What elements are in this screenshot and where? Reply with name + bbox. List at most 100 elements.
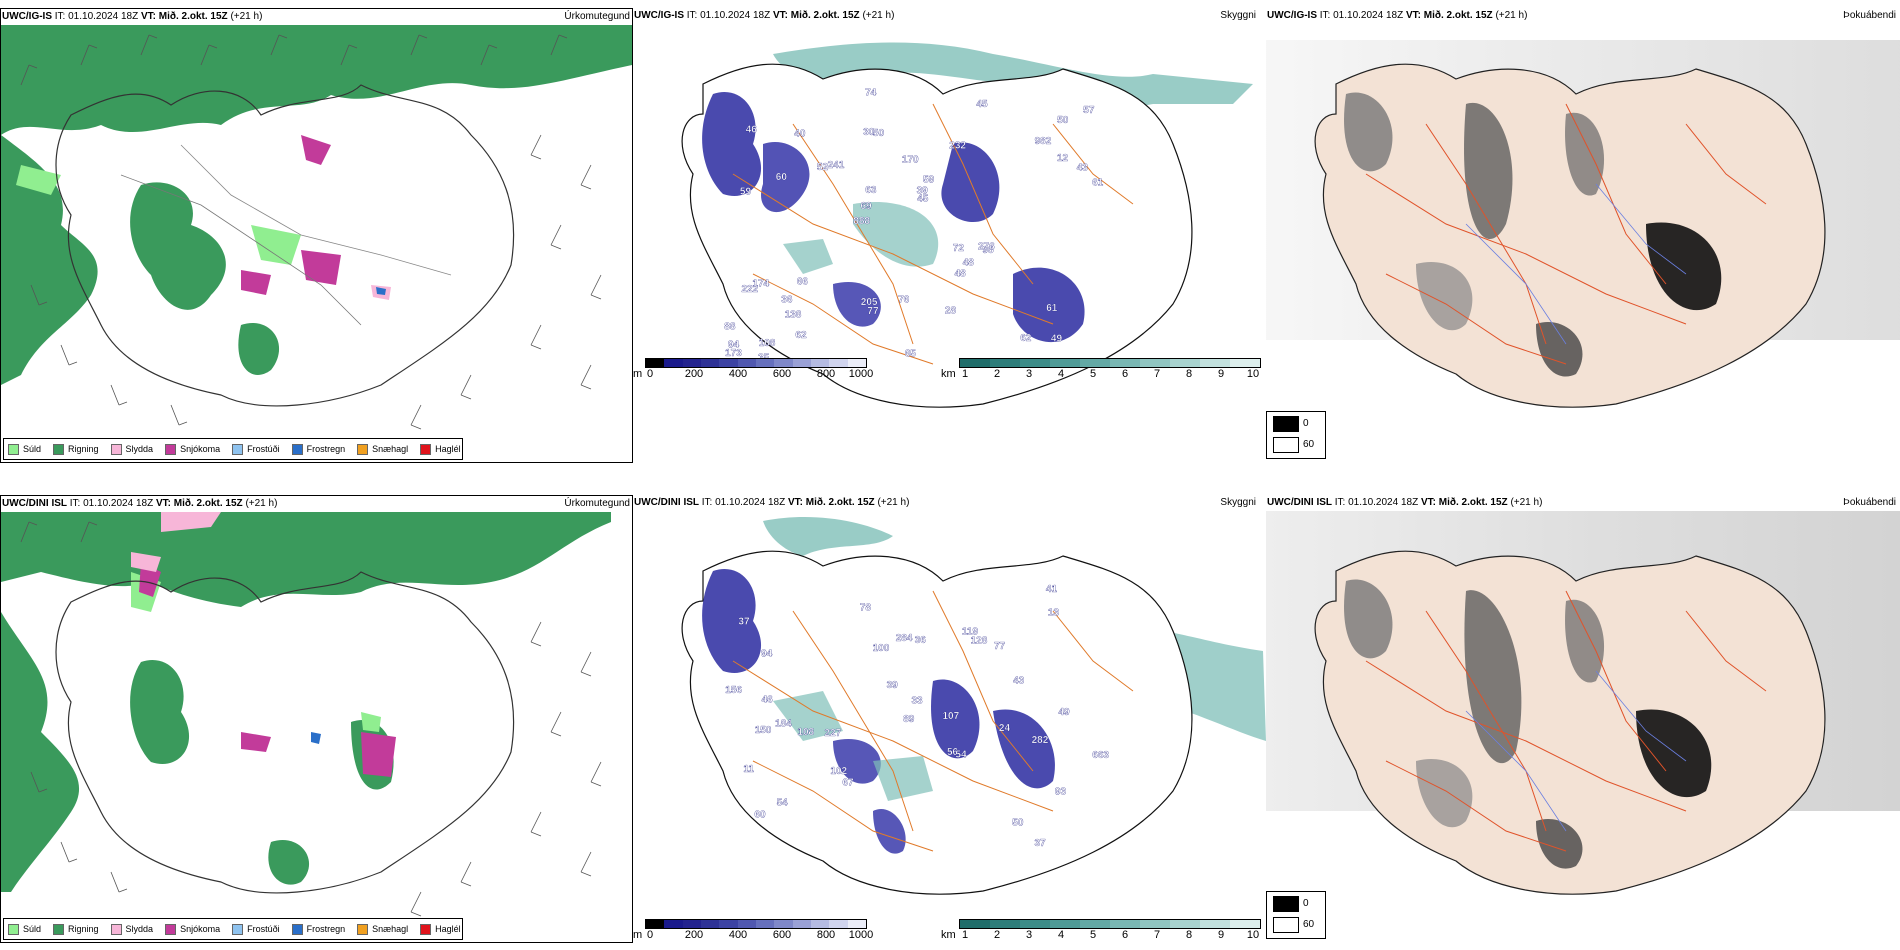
colorbar-segment xyxy=(1170,920,1200,928)
model-name: UWC/IG-IS xyxy=(634,10,684,21)
cloud-base-label: 41 xyxy=(1046,584,1058,595)
legend-label: Frostúði xyxy=(247,444,280,454)
legend-label: Súld xyxy=(23,444,41,454)
cloud-base-label: 222 xyxy=(742,284,759,295)
colorbar-segment xyxy=(1140,359,1170,367)
panel-header: UWC/DINI ISL IT: 01.10.2024 18Z VT: Mið.… xyxy=(1266,495,1900,511)
cloud-base-label: 102 xyxy=(830,766,847,777)
legend-swatch xyxy=(8,924,19,935)
colorbar-tick: 1000 xyxy=(849,929,873,941)
legend-swatch xyxy=(357,924,368,935)
colorbar-tick: 1000 xyxy=(849,368,873,380)
legend-item: Haglél xyxy=(420,444,461,455)
init-time: 01.10.2024 18Z xyxy=(715,497,785,508)
cloud-base-label: 108 xyxy=(797,727,814,738)
cloud-base-label: 241 xyxy=(828,160,845,171)
legend-swatch xyxy=(420,924,431,935)
cloud-base-label: 888 xyxy=(853,216,870,227)
parameter-name: Skyggni xyxy=(1220,8,1256,24)
cloud-base-label: 48 xyxy=(963,257,975,268)
legend-item: Frostregn xyxy=(292,924,346,935)
legend-item: Súld xyxy=(8,924,41,935)
model-name: UWC/DINI ISL xyxy=(634,497,699,508)
colorbar-segment xyxy=(829,359,847,367)
it-label: IT: xyxy=(687,10,698,21)
vt-label: VT: xyxy=(1421,497,1436,508)
cloud-base-label: 74 xyxy=(865,87,877,98)
colorbar-strip xyxy=(959,358,1261,368)
colorbar-segment xyxy=(701,920,719,928)
colorbar-tick: 600 xyxy=(773,368,791,380)
cloud-base-label: 61 xyxy=(1046,303,1058,314)
lead-time: (+21 h) xyxy=(862,10,894,21)
cloud-base-label: 43 xyxy=(1077,163,1089,174)
colorbar-tick: 6 xyxy=(1122,929,1128,941)
colorbar-segment xyxy=(1020,359,1050,367)
colorbar-segment xyxy=(811,359,829,367)
colorbar-segment xyxy=(1230,920,1260,928)
lead-time: (+21 h) xyxy=(1510,497,1542,508)
colorbar-tick: 2 xyxy=(994,368,1000,380)
colorbar-segment xyxy=(1110,359,1140,367)
precip-map xyxy=(1,25,632,439)
colorbar-segment xyxy=(646,920,664,928)
lead-time: (+21 h) xyxy=(1495,10,1527,21)
cloud-base-label: 184 xyxy=(775,718,792,729)
panel-header: UWC/DINI ISL IT: 01.10.2024 18Z VT: Mið.… xyxy=(1,496,632,512)
init-time: 01.10.2024 18Z xyxy=(1333,10,1403,21)
colorbar-tick: 9 xyxy=(1218,929,1224,941)
cloud-base-label: 284 xyxy=(896,633,913,644)
cloud-base-label: 46 xyxy=(762,695,774,706)
panel-header: UWC/IG-IS IT: 01.10.2024 18Z VT: Mið. 2.… xyxy=(1,9,632,25)
colorbar-tick: 800 xyxy=(817,368,835,380)
colorbar-segment xyxy=(960,920,990,928)
cloud-base-label: 59 xyxy=(740,186,752,197)
colorbar-tick: 5 xyxy=(1090,368,1096,380)
parameter-name: Þokuábendi xyxy=(1843,495,1896,511)
legend-label: Rigning xyxy=(68,444,99,454)
colorbar-segment xyxy=(848,920,866,928)
cloud-base-label: 150 xyxy=(755,725,772,736)
precip-type-legend: Súld Rigning Slydda Snjókoma Frostúði Fr… xyxy=(3,918,463,940)
colorbar-segment xyxy=(738,359,756,367)
model-name: UWC/IG-IS xyxy=(1267,10,1317,21)
cloud-base-label: 76 xyxy=(898,295,910,306)
cloud-base-label: 100 xyxy=(873,643,890,654)
cloud-base-label: 107 xyxy=(943,711,960,722)
init-time: 01.10.2024 18Z xyxy=(68,11,138,22)
cloud-base-label: 77 xyxy=(994,641,1006,652)
legend-label: Snjókoma xyxy=(180,924,220,934)
cloud-base-label: 72 xyxy=(953,243,965,254)
lead-time: (+21 h) xyxy=(877,497,909,508)
colorbar-segment xyxy=(1170,359,1200,367)
cloud-base-label: 48 xyxy=(955,268,967,279)
colorbar-segment xyxy=(1050,359,1080,367)
fog-index-map xyxy=(1266,24,1900,424)
cloud-base-label: 663 xyxy=(1092,750,1109,761)
colorbar-segment xyxy=(756,920,774,928)
legend-label: Slydda xyxy=(126,444,154,454)
legend-label: Haglél xyxy=(435,444,461,454)
fog-index-legend: 0 60 xyxy=(1266,891,1326,939)
colorbar-segment xyxy=(774,920,792,928)
valid-time: Mið. 2.okt. 15Z xyxy=(174,498,243,509)
colorbar-tick: 4 xyxy=(1058,929,1064,941)
cloud-base-label: 119 xyxy=(962,627,979,638)
legend-label: 0 xyxy=(1303,898,1309,909)
parameter-name: Úrkomutegund xyxy=(564,9,630,25)
colorbar-tick: 400 xyxy=(729,368,747,380)
it-label: IT: xyxy=(55,11,66,22)
colorbar-strip xyxy=(645,358,867,368)
colorbar-tick: 800 xyxy=(817,929,835,941)
cloud-base-label: 89 xyxy=(903,714,915,725)
cloud-base-label: 138 xyxy=(785,310,802,321)
cloud-base-label: 13 xyxy=(1048,608,1060,619)
legend-swatch xyxy=(292,924,303,935)
cloud-base-label: 43 xyxy=(1013,676,1025,687)
colorbar-tick: 8 xyxy=(1186,368,1192,380)
it-label: IT: xyxy=(1320,10,1331,21)
cloud-base-label: 54 xyxy=(955,749,967,760)
legend-label: Frostregn xyxy=(307,924,346,934)
colorbar-tick: 8 xyxy=(1186,929,1192,941)
colorbar-segment xyxy=(738,920,756,928)
